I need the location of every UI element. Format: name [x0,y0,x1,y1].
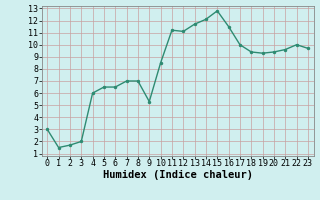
X-axis label: Humidex (Indice chaleur): Humidex (Indice chaleur) [103,170,252,180]
